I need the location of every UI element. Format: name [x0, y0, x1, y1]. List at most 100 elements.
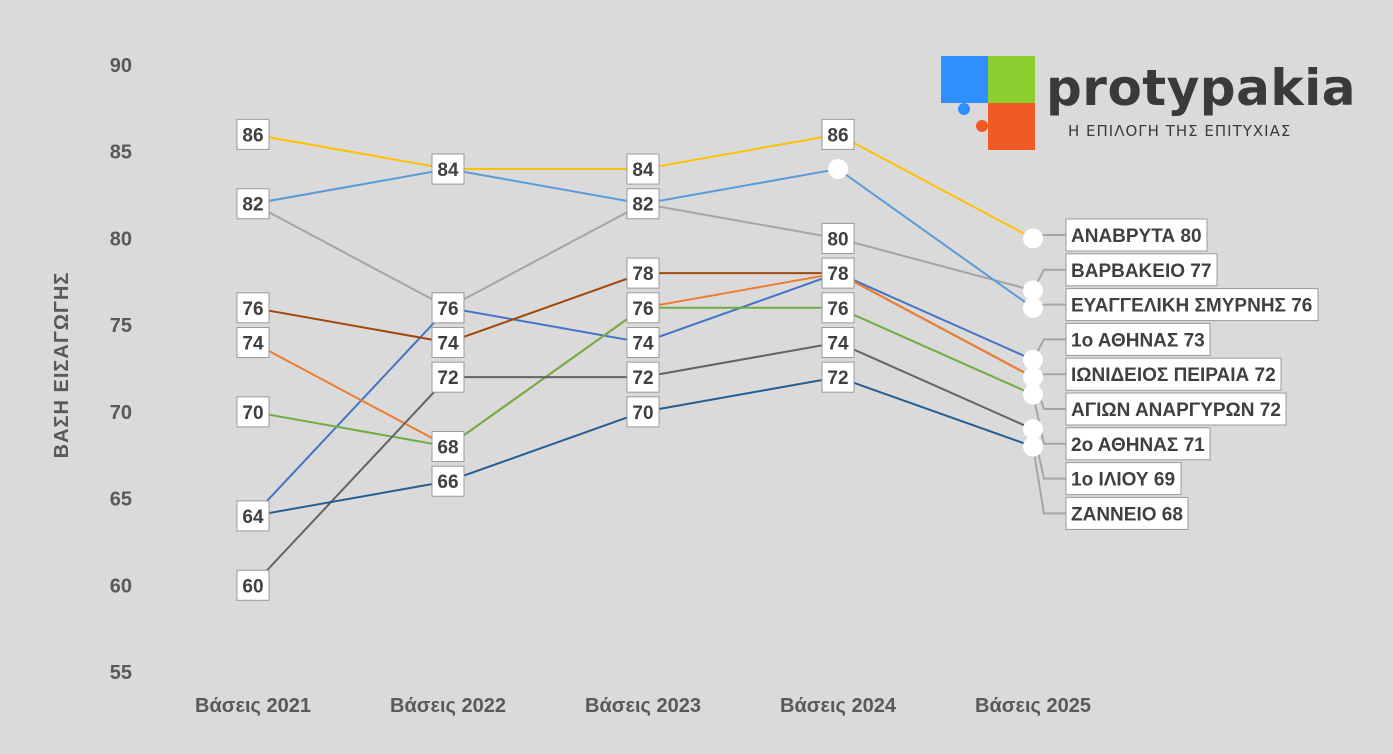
- y-tick-label: 55: [110, 662, 132, 684]
- y-tick-label: 60: [110, 575, 132, 597]
- svg-text:84: 84: [437, 160, 459, 181]
- data-label: 72: [431, 361, 465, 393]
- x-tick-label: Βάσεις 2022: [390, 695, 506, 717]
- data-label: 60: [236, 569, 270, 601]
- data-label: 76: [821, 292, 855, 324]
- y-tick-label: 85: [110, 142, 132, 164]
- svg-text:1ο ΙΛΙΟΥ 69: 1ο ΙΛΙΟΥ 69: [1071, 470, 1175, 491]
- series-label: 2ο ΑΘΗΝΑΣ 71: [1065, 427, 1211, 461]
- svg-text:76: 76: [437, 299, 458, 320]
- series-label: ΕΥΑΓΓΕΛΙΚΗ ΣΜΥΡΝΗΣ 76: [1065, 288, 1319, 322]
- svg-text:ΑΓΙΩΝ ΑΝΑΡΓΥΡΩΝ 72: ΑΓΙΩΝ ΑΝΑΡΓΥΡΩΝ 72: [1071, 400, 1281, 421]
- svg-text:72: 72: [437, 368, 458, 389]
- logo-slogan: Η ΕΠΙΛΟΓΗ ΤΗΣ ΕΠΙΤΥΧΙΑΣ: [1068, 122, 1292, 140]
- data-label: 70: [626, 396, 660, 428]
- data-label: 80: [821, 222, 855, 254]
- series-label: 1ο ΑΘΗΝΑΣ 73: [1065, 322, 1211, 356]
- svg-text:76: 76: [242, 299, 263, 320]
- data-label: 84: [431, 153, 465, 185]
- svg-text:68: 68: [437, 438, 458, 459]
- svg-text:ΙΩΝΙΔΕΙΟΣ ΠΕΙΡΑΙΑ 72: ΙΩΝΙΔΕΙΟΣ ΠΕΙΡΑΙΑ 72: [1071, 365, 1276, 386]
- svg-text:74: 74: [632, 333, 654, 354]
- y-tick-label: 90: [110, 55, 132, 77]
- svg-text:74: 74: [242, 333, 264, 354]
- svg-text:66: 66: [437, 472, 458, 493]
- data-label: 82: [626, 188, 660, 220]
- logo-brand-name: protypakia: [1046, 59, 1356, 117]
- y-axis: 55 60 65 70 75 80 85 90: [110, 55, 132, 684]
- series-label: ΑΝΑΒΡΥΤΑ 80: [1065, 218, 1208, 252]
- series-label: ΙΩΝΙΔΕΙΟΣ ΠΕΙΡΑΙΑ 72: [1065, 357, 1282, 391]
- svg-text:76: 76: [827, 299, 848, 320]
- data-label: 74: [821, 326, 855, 358]
- data-label: 84: [626, 153, 660, 185]
- series-line: [252, 272, 1034, 379]
- data-label: 78: [821, 257, 855, 289]
- svg-text:86: 86: [242, 125, 263, 146]
- data-label: 74: [431, 326, 465, 358]
- data-label: 82: [236, 188, 270, 220]
- data-label: 74: [626, 326, 660, 358]
- series-line: [252, 202, 1034, 309]
- svg-text:70: 70: [242, 403, 263, 424]
- leader-line: [1032, 394, 1066, 445]
- svg-text:72: 72: [827, 368, 848, 389]
- svg-text:74: 74: [437, 333, 459, 354]
- leader-line: [1032, 446, 1066, 515]
- svg-text:ΕΥΑΓΓΕΛΙΚΗ ΣΜΥΡΝΗΣ 76: ΕΥΑΓΓΕΛΙΚΗ ΣΜΥΡΝΗΣ 76: [1071, 296, 1312, 317]
- svg-text:ΒΑΡΒΑΚΕΙΟ 77: ΒΑΡΒΑΚΕΙΟ 77: [1071, 261, 1211, 282]
- y-axis-title: ΒΑΣΗ ΕΙΣΑΓΩΓΗΣ: [51, 272, 73, 459]
- series-endpoints: [828, 159, 1043, 457]
- svg-text:64: 64: [242, 507, 264, 528]
- y-tick-label: 65: [110, 489, 132, 511]
- protypakia-logo: protypakia Η ΕΠΙΛΟΓΗ ΤΗΣ ΕΠΙΤΥΧΙΑΣ: [940, 55, 1355, 155]
- svg-text:78: 78: [827, 264, 848, 285]
- data-label: 76: [431, 292, 465, 324]
- svg-text:72: 72: [632, 368, 653, 389]
- data-label: 70: [236, 396, 270, 428]
- series-label: ΒΑΡΒΑΚΕΙΟ 77: [1065, 253, 1218, 287]
- svg-text:ΑΝΑΒΡΥΤΑ 80: ΑΝΑΒΡΥΤΑ 80: [1071, 226, 1202, 247]
- series-endpoint-dot: [1023, 297, 1043, 318]
- data-label: 66: [431, 465, 465, 497]
- svg-text:2ο ΑΘΗΝΑΣ 71: 2ο ΑΘΗΝΑΣ 71: [1071, 435, 1205, 456]
- puzzle-logo-icon: [941, 56, 1035, 150]
- svg-text:86: 86: [827, 125, 848, 146]
- data-label: 68: [431, 431, 465, 463]
- data-label: 76: [236, 292, 270, 324]
- series-endpoint-dot: [1023, 384, 1043, 405]
- data-label: 64: [236, 500, 270, 532]
- svg-text:ΖΑΝΝΕΙΟ 68: ΖΑΝΝΕΙΟ 68: [1071, 504, 1183, 525]
- x-tick-label: Βάσεις 2025: [975, 695, 1091, 717]
- series-label: ΑΓΙΩΝ ΑΝΑΡΓΥΡΩΝ 72: [1065, 392, 1287, 426]
- series-label: 1ο ΙΛΙΟΥ 69: [1065, 462, 1182, 496]
- svg-text:82: 82: [242, 195, 263, 216]
- series-labels: ΑΝΑΒΡΥΤΑ 80 ΒΑΡΒΑΚΕΙΟ 77 ΕΥΑΓΓΕΛΙΚΗ ΣΜΥΡΝΗ…: [1065, 218, 1319, 530]
- svg-text:82: 82: [632, 195, 653, 216]
- x-tick-label: Βάσεις 2024: [780, 695, 897, 717]
- y-tick-label: 80: [110, 228, 132, 250]
- svg-text:80: 80: [827, 229, 848, 250]
- series-endpoint-dot: [1023, 349, 1043, 370]
- series-endpoint-dot: [1023, 367, 1043, 388]
- svg-text:74: 74: [827, 333, 849, 354]
- series-label: ΖΑΝΝΕΙΟ 68: [1065, 496, 1189, 530]
- series-endpoint-dot: [1023, 228, 1043, 249]
- data-label: 72: [626, 361, 660, 393]
- svg-text:60: 60: [242, 576, 263, 597]
- svg-text:70: 70: [632, 403, 653, 424]
- svg-text:76: 76: [632, 299, 653, 320]
- y-tick-label: 75: [110, 315, 132, 337]
- data-labels: 8684848682768280846476747674787874706876…: [236, 118, 855, 601]
- data-label: 74: [236, 326, 270, 358]
- data-label: 76: [626, 292, 660, 324]
- x-tick-label: Βάσεις 2021: [195, 695, 311, 717]
- x-tick-label: Βάσεις 2023: [585, 695, 701, 717]
- x-axis: Βάσεις 2021 Βάσεις 2022 Βάσεις 2023 Βάσεις …: [195, 695, 1091, 717]
- svg-text:1ο ΑΘΗΝΑΣ 73: 1ο ΑΘΗΝΑΣ 73: [1071, 330, 1205, 351]
- data-label: 78: [626, 257, 660, 289]
- series-line: [252, 133, 1034, 240]
- y-tick-label: 70: [110, 402, 132, 424]
- series-endpoint-dot: [1023, 280, 1043, 301]
